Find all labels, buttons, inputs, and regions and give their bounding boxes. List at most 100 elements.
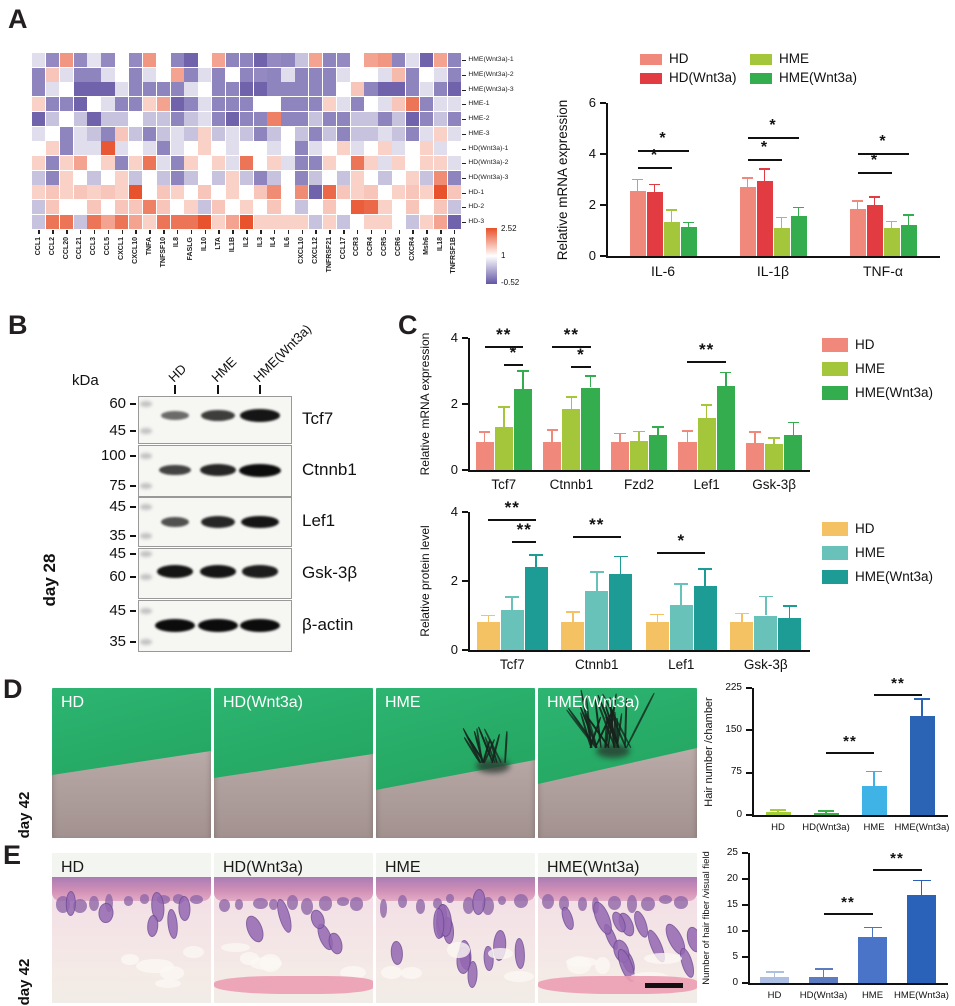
y-axis — [468, 338, 470, 472]
heatmap-cell — [295, 111, 309, 126]
heatmap-col-label: CCR6 — [395, 237, 403, 257]
heatmap-cell — [156, 97, 170, 112]
heatmap-cell — [128, 214, 143, 229]
rete-ridge — [124, 896, 133, 906]
heatmap-col-tick — [440, 230, 442, 235]
heatmap-cell — [350, 200, 364, 215]
error-bar-line — [522, 371, 524, 390]
heatmap-cell — [364, 155, 378, 170]
heatmap-cell — [309, 53, 323, 68]
y-axis — [752, 688, 754, 817]
heatmap-cell — [45, 97, 60, 112]
heatmap-cell — [73, 155, 87, 170]
panel-c-label: C — [398, 310, 418, 340]
heatmap-cell — [184, 200, 198, 215]
error-bar-line — [551, 430, 554, 442]
error-bar-line — [780, 217, 783, 228]
x-axis — [468, 470, 810, 472]
heatmap-cell — [309, 111, 323, 126]
heatmap-cell — [87, 170, 101, 185]
heatmap-cell — [419, 97, 434, 112]
macro-photo-HD: HD — [52, 688, 211, 838]
macro-photo-HD(Wnt3a): HD(Wnt3a) — [214, 688, 373, 838]
error-bar-line — [856, 201, 859, 209]
legend-swatch — [640, 73, 662, 84]
heatmap-cell — [392, 185, 406, 200]
heatmap-cell — [405, 97, 420, 112]
sig-label: * — [659, 130, 667, 148]
heatmap-cell — [101, 126, 115, 141]
heatmap-cell — [419, 155, 434, 170]
tissue-clearing — [595, 956, 611, 975]
heatmap-col-tick — [66, 230, 68, 235]
macro-photo-HME: HME — [376, 688, 535, 838]
heatmap-cell — [32, 214, 46, 229]
y-tick — [462, 337, 468, 339]
legend-swatch — [822, 338, 848, 352]
heatmap-cell — [392, 67, 406, 82]
error-bar-line — [746, 178, 749, 188]
heatmap-cell — [433, 155, 447, 170]
heatmap-cell — [281, 82, 295, 97]
legend-swatch — [822, 522, 848, 536]
heatmap-cell — [392, 214, 406, 229]
heatmap-cell — [447, 170, 461, 185]
heatmap-col-tick — [356, 230, 359, 235]
sig-bracket-line — [552, 346, 591, 349]
marker-tick — [130, 552, 136, 555]
legend-label: HD — [855, 520, 875, 536]
heatmap-cell — [184, 155, 198, 170]
y-tick — [746, 814, 752, 816]
heatmap-row-label: HME-2 — [468, 115, 490, 123]
heatmap-cell — [45, 170, 60, 185]
heatmap-cell — [447, 155, 461, 170]
rete-ridge — [415, 898, 426, 914]
heatmap-col-tick — [370, 230, 373, 235]
sig-label: ** — [698, 340, 715, 360]
heatmap-cell — [239, 170, 253, 185]
x-category-label: HME(Wnt3a) — [894, 822, 950, 833]
marker-tick — [130, 576, 136, 579]
panel-b-label: B — [8, 310, 28, 340]
sig-bracket-line — [484, 346, 523, 349]
sig-bracket-line — [503, 364, 523, 367]
error-bar-cap — [742, 177, 753, 179]
heatmap-cell — [170, 200, 184, 215]
heatmap-cell — [309, 200, 323, 215]
heatmap-cell — [350, 111, 364, 126]
heatmap-cell — [198, 155, 212, 170]
ladder-smudge — [140, 503, 152, 510]
y-tick — [742, 852, 748, 854]
heatmap-cell — [115, 200, 129, 215]
heatmap-cell — [253, 53, 267, 68]
panel-a-label: A — [8, 4, 28, 34]
sig-label: ** — [843, 732, 857, 750]
error-bar-line — [773, 438, 775, 445]
chart-hair-number: 0 75 150 225 Hair number /chamber HD HD(Wnt3a)… — [700, 675, 955, 845]
tissue-clearing — [504, 970, 534, 982]
tissue-clearing — [447, 942, 470, 958]
heatmap-cell — [32, 155, 46, 170]
rete-ridge — [286, 895, 298, 910]
heatmap-cell — [378, 200, 392, 215]
heatmap-cell — [267, 53, 281, 68]
bar — [680, 226, 697, 256]
heatmap-cell — [156, 67, 170, 82]
legend-swatch — [640, 54, 662, 65]
error-bar-line — [705, 405, 708, 418]
rete-ridge — [104, 893, 113, 913]
rete-ridge — [558, 895, 569, 911]
heatmap-col-tick — [343, 230, 345, 235]
photo-label: HD — [61, 694, 85, 711]
heatmap-cell — [392, 170, 406, 185]
heatmap-cell — [73, 214, 87, 229]
heatmap-row-tick — [462, 177, 467, 179]
bar — [609, 574, 633, 650]
sig-label: * — [760, 139, 769, 157]
heatmap-cell — [212, 126, 226, 141]
x-category-label: HME — [863, 822, 885, 833]
y-tick — [462, 511, 468, 513]
error-bar-line — [873, 197, 876, 205]
heatmap-cell — [309, 214, 323, 229]
sig-label: * — [677, 530, 686, 550]
